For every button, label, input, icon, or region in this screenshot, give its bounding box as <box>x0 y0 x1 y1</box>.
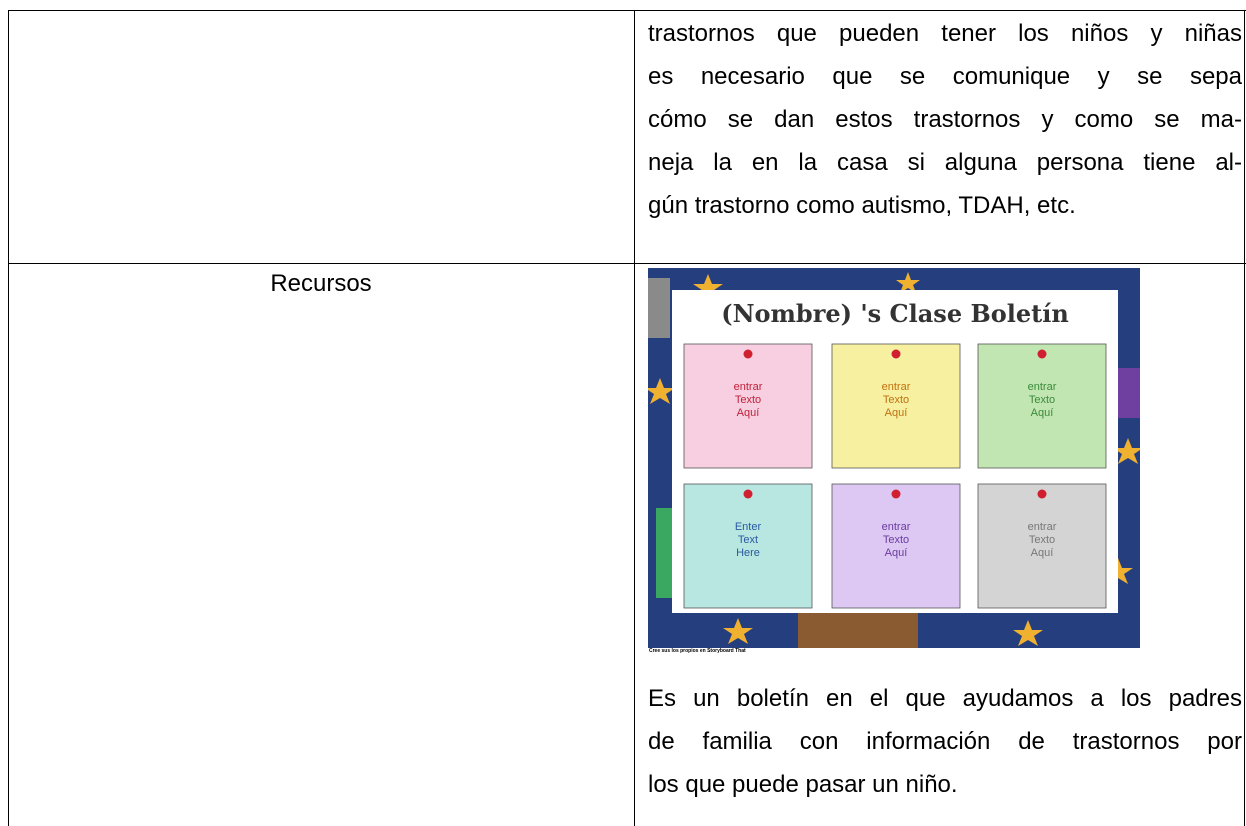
text-line: cómo se dan estos trastornos y como se m… <box>648 106 1242 133</box>
note-text: Aquí <box>1031 547 1054 559</box>
note-text: Enter <box>735 521 762 533</box>
text-line: Es un boletín en el que ayudamos a los p… <box>648 685 1242 712</box>
text-line: es necesario que se comunique y se sepa <box>648 63 1242 90</box>
text-line: trastornos que pueden tener los niños y … <box>648 20 1242 47</box>
note-text: Text <box>738 534 758 546</box>
text-line: neja la en la casa si alguna persona tie… <box>648 149 1242 176</box>
note-text: Here <box>736 547 760 559</box>
note-text: entrar <box>882 521 911 533</box>
image-caption: Cree sus los propios en Storyboard That <box>649 648 746 654</box>
table-border <box>1244 10 1245 826</box>
cell-label: Recursos <box>270 270 372 297</box>
table-border <box>8 10 1246 11</box>
bulletin-image: entrarTextoAquíentrarTextoAquíentrarText… <box>648 268 1140 648</box>
sticky-note <box>977 343 1107 469</box>
pin <box>743 489 753 499</box>
note-text: Aquí <box>885 407 908 419</box>
note-text: Texto <box>883 534 909 546</box>
sticky-note <box>683 343 813 469</box>
text-line: de familia con información de trastornos… <box>648 728 1242 755</box>
pin <box>891 349 901 359</box>
note-text: Aquí <box>885 547 908 559</box>
note-text: Texto <box>1029 534 1055 546</box>
text-line: los que puede pasar un niño. <box>648 771 958 798</box>
note-text: entrar <box>734 381 763 393</box>
pin <box>891 489 901 499</box>
note-text: entrar <box>1028 521 1057 533</box>
table-border <box>8 10 9 826</box>
table-border <box>634 10 635 826</box>
pin <box>1037 489 1047 499</box>
note-text: Aquí <box>1031 407 1054 419</box>
table-border <box>8 263 1246 264</box>
pin <box>743 349 753 359</box>
note-text: entrar <box>882 381 911 393</box>
note-text: Texto <box>1029 394 1055 406</box>
note-text: Texto <box>735 394 761 406</box>
note-text: Aquí <box>737 407 760 419</box>
note-text: Texto <box>883 394 909 406</box>
note-text: entrar <box>1028 381 1057 393</box>
text-line: gún trastorno como autismo, TDAH, etc. <box>648 192 1076 219</box>
sticky-note <box>831 483 961 609</box>
image-title: (Nombre) 's Clase Boletín <box>721 299 1069 328</box>
sticky-note <box>683 483 813 609</box>
sticky-note <box>831 343 961 469</box>
pin <box>1037 349 1047 359</box>
sticky-note <box>977 483 1107 609</box>
